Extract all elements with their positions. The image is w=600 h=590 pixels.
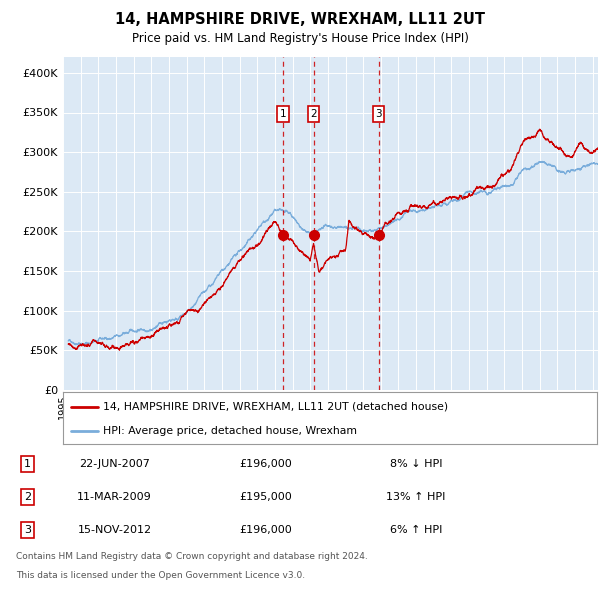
Text: 14, HAMPSHIRE DRIVE, WREXHAM, LL11 2UT (detached house): 14, HAMPSHIRE DRIVE, WREXHAM, LL11 2UT (… xyxy=(103,402,448,412)
Text: £196,000: £196,000 xyxy=(239,459,292,469)
Text: 14, HAMPSHIRE DRIVE, WREXHAM, LL11 2UT: 14, HAMPSHIRE DRIVE, WREXHAM, LL11 2UT xyxy=(115,12,485,27)
Text: Contains HM Land Registry data © Crown copyright and database right 2024.: Contains HM Land Registry data © Crown c… xyxy=(16,552,368,561)
Text: 15-NOV-2012: 15-NOV-2012 xyxy=(77,525,151,535)
Text: 8% ↓ HPI: 8% ↓ HPI xyxy=(390,459,442,469)
Text: 2: 2 xyxy=(310,109,317,119)
Text: £195,000: £195,000 xyxy=(239,492,292,502)
Text: 22-JUN-2007: 22-JUN-2007 xyxy=(79,459,150,469)
Text: Price paid vs. HM Land Registry's House Price Index (HPI): Price paid vs. HM Land Registry's House … xyxy=(131,32,469,45)
Text: 1: 1 xyxy=(280,109,286,119)
Text: 3: 3 xyxy=(375,109,382,119)
Text: 13% ↑ HPI: 13% ↑ HPI xyxy=(386,492,446,502)
Text: HPI: Average price, detached house, Wrexham: HPI: Average price, detached house, Wrex… xyxy=(103,426,357,436)
Text: This data is licensed under the Open Government Licence v3.0.: This data is licensed under the Open Gov… xyxy=(16,571,305,580)
Text: 11-MAR-2009: 11-MAR-2009 xyxy=(77,492,152,502)
Text: 6% ↑ HPI: 6% ↑ HPI xyxy=(390,525,442,535)
Text: 1: 1 xyxy=(24,459,31,469)
Text: 2: 2 xyxy=(24,492,31,502)
Text: 3: 3 xyxy=(24,525,31,535)
Text: £196,000: £196,000 xyxy=(239,525,292,535)
